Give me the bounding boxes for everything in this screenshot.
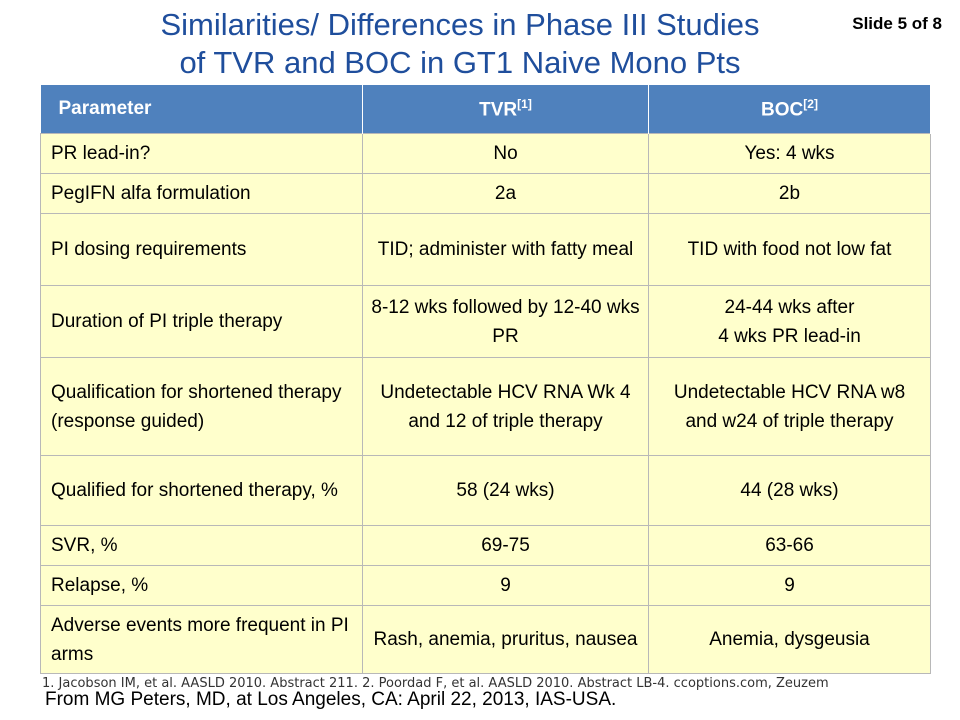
table-row: Relapse, % 9 9: [40, 565, 931, 606]
cell-tvr: 9: [362, 565, 649, 606]
cell-parameter: Qualification for shortened therapy (res…: [40, 357, 363, 456]
header-tvr: TVR[1]: [362, 85, 649, 134]
cell-boc: 63-66: [648, 525, 931, 566]
cell-tvr: Rash, anemia, pruritus, nausea: [362, 605, 649, 674]
cell-parameter: Duration of PI triple therapy: [40, 285, 363, 358]
table-row: Adverse events more frequent in PI arms …: [40, 605, 931, 674]
slide-title-line2: of TVR and BOC in GT1 Naive Mono Pts: [179, 45, 741, 80]
table-header-row: Parameter TVR[1] BOC[2]: [40, 85, 931, 134]
cell-tvr: 8-12 wks followed by 12-40 wks PR: [362, 285, 649, 358]
boc-reference: [2]: [803, 96, 818, 111]
cell-tvr: No: [362, 133, 649, 174]
table-row: SVR, % 69-75 63-66: [40, 525, 931, 566]
cell-boc: Yes: 4 wks: [648, 133, 931, 174]
cell-parameter: Relapse, %: [40, 565, 363, 606]
slide-number: Slide 5 of 8: [852, 14, 942, 33]
cell-boc: 44 (28 wks): [648, 455, 931, 526]
table-row: PR lead-in? No Yes: 4 wks: [40, 133, 931, 174]
slide-title: Similarities/ Differences in Phase III S…: [95, 6, 825, 82]
cell-boc: Anemia, dysgeusia: [648, 605, 931, 674]
cell-boc: 9: [648, 565, 931, 606]
cell-tvr: Undetectable HCV RNA Wk 4 and 12 of trip…: [362, 357, 649, 456]
cell-boc: Undetectable HCV RNA w8 and w24 of tripl…: [648, 357, 931, 456]
cell-parameter: Adverse events more frequent in PI arms: [40, 605, 363, 674]
table-row: PegIFN alfa formulation 2a 2b: [40, 173, 931, 214]
tvr-reference: [1]: [517, 96, 532, 111]
source-attribution: From MG Peters, MD, at Los Angeles, CA: …: [45, 689, 617, 710]
cell-boc: TID with food not low fat: [648, 213, 931, 286]
table-row: Duration of PI triple therapy 8-12 wks f…: [40, 285, 931, 358]
cell-boc: 2b: [648, 173, 931, 214]
comparison-table: Parameter TVR[1] BOC[2] PR lead-in? No Y…: [40, 85, 931, 674]
references-footnote: 1. Jacobson IM, et al. AASLD 2010. Abstr…: [42, 676, 829, 691]
cell-parameter: SVR, %: [40, 525, 363, 566]
cell-tvr: TID; administer with fatty meal: [362, 213, 649, 286]
cell-tvr: 58 (24 wks): [362, 455, 649, 526]
table-row: PI dosing requirements TID; administer w…: [40, 213, 931, 286]
cell-tvr: 69-75: [362, 525, 649, 566]
header-boc: BOC[2]: [648, 85, 931, 134]
header-parameter: Parameter: [40, 85, 363, 134]
cell-parameter: PI dosing requirements: [40, 213, 363, 286]
slide-title-line1: Similarities/ Differences in Phase III S…: [160, 7, 760, 42]
table-row: Qualified for shortened therapy, % 58 (2…: [40, 455, 931, 526]
cell-parameter: PR lead-in?: [40, 133, 363, 174]
table-row: Qualification for shortened therapy (res…: [40, 357, 931, 456]
cell-boc: 24-44 wks after 4 wks PR lead-in: [648, 285, 931, 358]
cell-tvr: 2a: [362, 173, 649, 214]
cell-parameter: PegIFN alfa formulation: [40, 173, 363, 214]
cell-parameter: Qualified for shortened therapy, %: [40, 455, 363, 526]
